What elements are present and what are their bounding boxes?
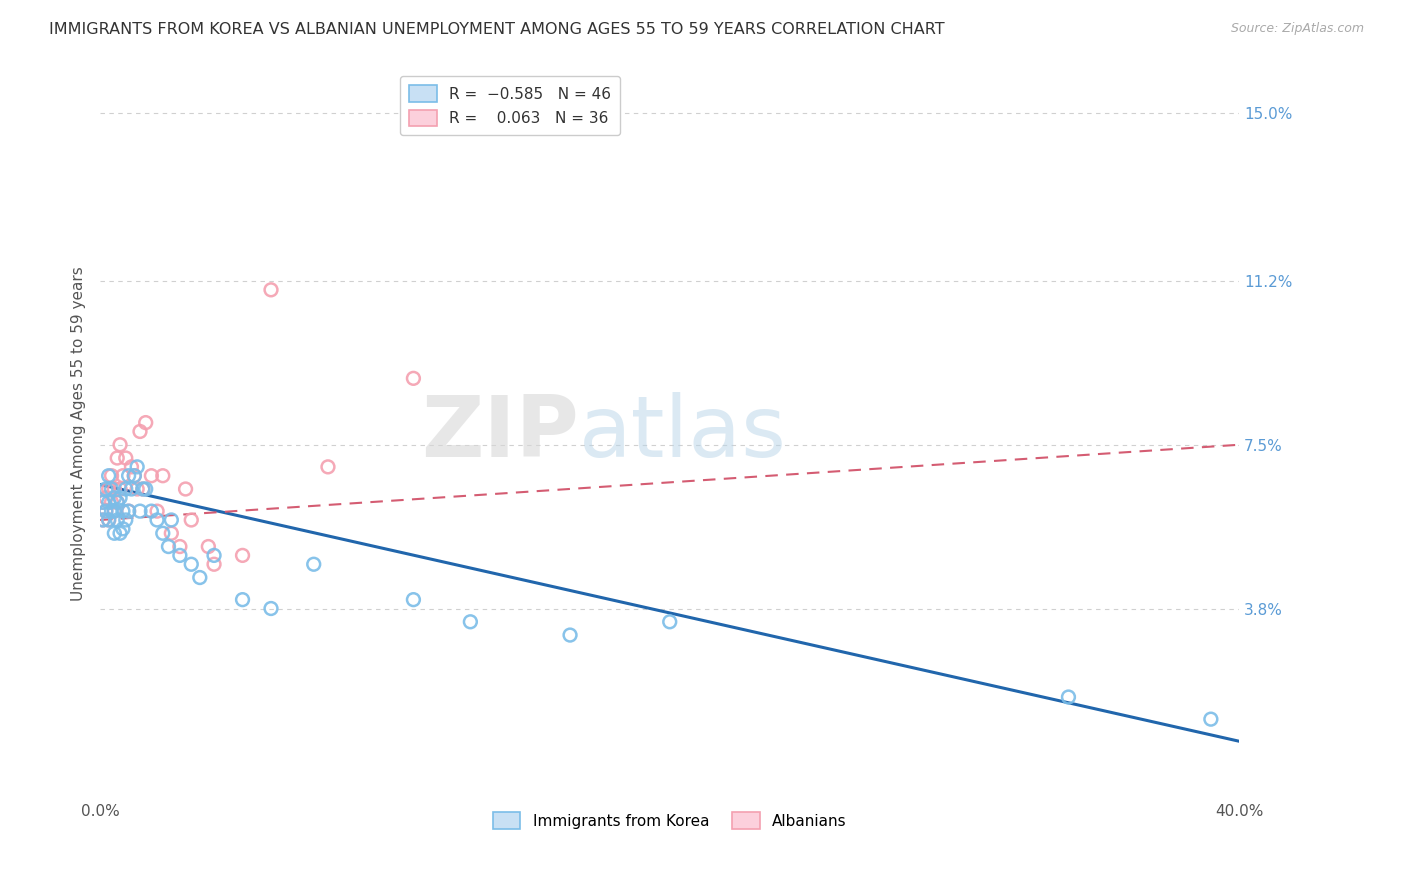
Point — [658, 615, 681, 629]
Point — [202, 549, 225, 563]
Point — [120, 482, 142, 496]
Legend: Immigrants from Korea, Albanians: Immigrants from Korea, Albanians — [486, 806, 852, 835]
Point — [114, 482, 136, 496]
Point — [108, 482, 131, 496]
Point — [97, 482, 120, 496]
Point — [169, 540, 191, 554]
Point — [100, 482, 122, 496]
Point — [103, 491, 125, 505]
Point — [129, 504, 152, 518]
Point — [129, 425, 152, 439]
Point — [117, 468, 139, 483]
Point — [1199, 712, 1222, 726]
Point — [103, 482, 125, 496]
Point — [111, 522, 134, 536]
Point — [402, 371, 425, 385]
Point — [97, 468, 120, 483]
Text: atlas: atlas — [579, 392, 786, 475]
Point — [100, 504, 122, 518]
Point — [91, 495, 114, 509]
Point — [231, 592, 253, 607]
Point — [105, 495, 128, 509]
Point — [111, 468, 134, 483]
Point — [141, 468, 163, 483]
Point — [108, 526, 131, 541]
Point — [146, 513, 169, 527]
Point — [94, 504, 117, 518]
Point — [302, 558, 325, 572]
Point — [91, 513, 114, 527]
Text: Source: ZipAtlas.com: Source: ZipAtlas.com — [1230, 22, 1364, 36]
Point — [108, 491, 131, 505]
Point — [91, 513, 114, 527]
Point — [152, 526, 174, 541]
Point — [114, 513, 136, 527]
Point — [124, 468, 146, 483]
Point — [157, 540, 180, 554]
Point — [105, 495, 128, 509]
Point — [135, 416, 157, 430]
Point — [117, 504, 139, 518]
Point — [111, 504, 134, 518]
Point — [124, 468, 146, 483]
Point — [260, 601, 283, 615]
Point — [91, 495, 114, 509]
Point — [117, 504, 139, 518]
Text: IMMIGRANTS FROM KOREA VS ALBANIAN UNEMPLOYMENT AMONG AGES 55 TO 59 YEARS CORRELA: IMMIGRANTS FROM KOREA VS ALBANIAN UNEMPL… — [49, 22, 945, 37]
Point — [152, 468, 174, 483]
Point — [1057, 690, 1080, 704]
Point — [120, 459, 142, 474]
Point — [100, 468, 122, 483]
Point — [127, 459, 149, 474]
Point — [141, 504, 163, 518]
Point — [97, 513, 120, 527]
Point — [127, 482, 149, 496]
Point — [132, 482, 155, 496]
Point — [146, 504, 169, 518]
Point — [100, 495, 122, 509]
Point — [97, 513, 120, 527]
Point — [94, 491, 117, 505]
Point — [180, 558, 202, 572]
Point — [94, 482, 117, 496]
Point — [180, 513, 202, 527]
Point — [105, 450, 128, 465]
Text: ZIP: ZIP — [420, 392, 579, 475]
Point — [132, 482, 155, 496]
Point — [402, 592, 425, 607]
Point — [316, 459, 339, 474]
Point — [97, 495, 120, 509]
Point — [197, 540, 219, 554]
Point — [160, 526, 183, 541]
Point — [260, 283, 283, 297]
Point — [231, 549, 253, 563]
Point — [188, 570, 211, 584]
Point — [114, 450, 136, 465]
Point — [103, 504, 125, 518]
Point — [202, 558, 225, 572]
Point — [558, 628, 581, 642]
Point — [105, 513, 128, 527]
Point — [169, 549, 191, 563]
Point — [460, 615, 482, 629]
Point — [135, 482, 157, 496]
Point — [103, 526, 125, 541]
Y-axis label: Unemployment Among Ages 55 to 59 years: Unemployment Among Ages 55 to 59 years — [72, 267, 86, 601]
Point — [94, 504, 117, 518]
Point — [108, 438, 131, 452]
Point — [103, 504, 125, 518]
Point — [174, 482, 197, 496]
Point — [160, 513, 183, 527]
